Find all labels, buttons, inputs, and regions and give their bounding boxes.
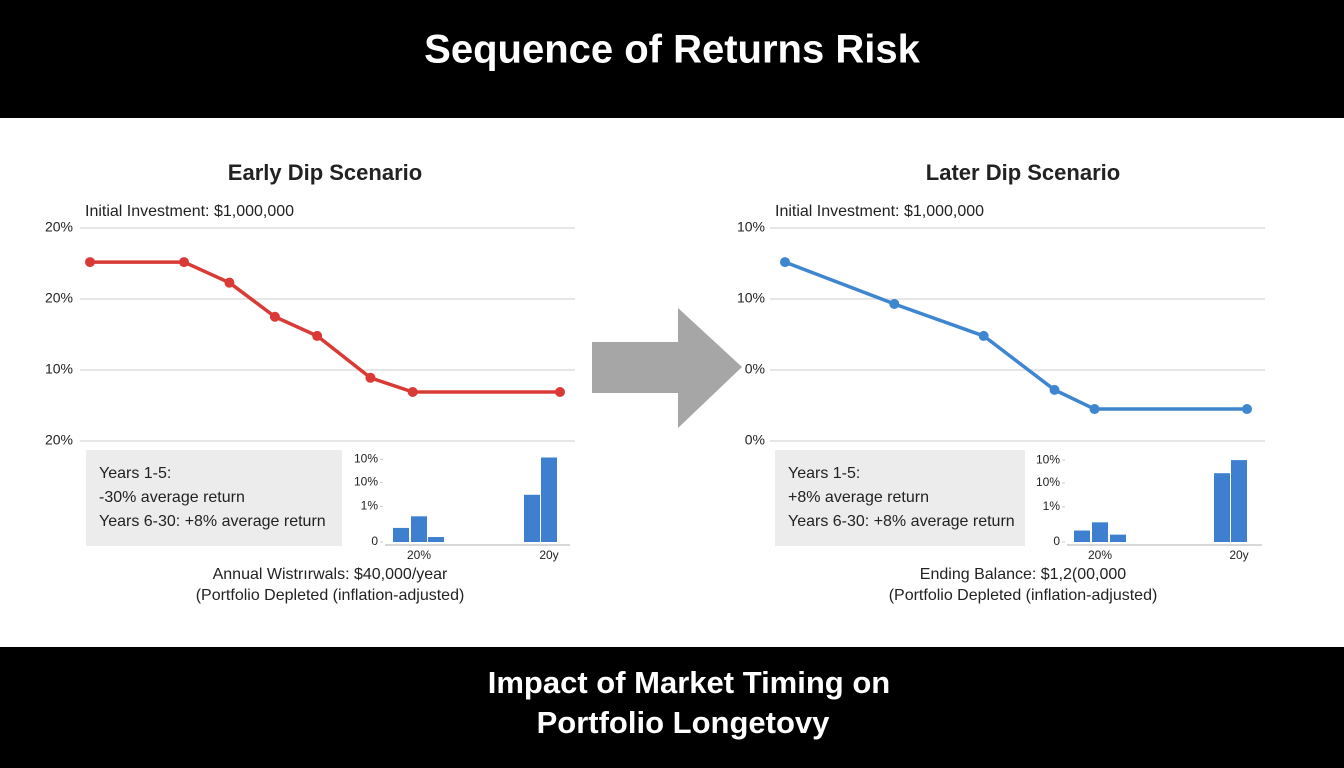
chart-subtitle: Initial Investment: $1,000,000 [775,203,984,220]
point [224,277,235,288]
y-tick-label: 20% [45,290,73,306]
bar [1110,534,1126,542]
note-text: Years 6-30: +8% average return [99,513,326,530]
point [1089,404,1100,415]
point [85,257,95,268]
footer-title: Portfolio Longetovy [537,705,831,740]
point [179,257,189,268]
note-box [86,450,342,546]
y-tick-label: 0 [371,534,378,548]
y-tick-label: 10% [45,361,73,377]
bar [524,494,540,542]
chart-title: Later Dip Scenario [926,160,1120,185]
page-title: Sequence of Returns Risk [424,28,920,72]
y-tick-label: 20% [45,219,73,235]
caption: Annual Wistrırwals: $40,000/year [213,566,448,583]
caption: (Portfolio Depleted (inflation-adjusted) [196,587,465,604]
y-tick-label: 10% [354,475,378,489]
point [1049,384,1060,395]
y-tick-label: 0% [745,432,765,448]
point [555,387,565,398]
caption: (Portfolio Depleted (inflation-adjusted) [889,587,1158,604]
x-tick-label: 20% [407,548,431,562]
x-tick-label: 20% [1088,548,1112,562]
header-band [0,0,1344,118]
note-box [775,450,1025,546]
bar [411,516,427,542]
bar [1214,473,1230,542]
point [1242,404,1252,415]
line [90,260,560,394]
arrow [592,308,742,428]
point [365,372,376,383]
y-tick-label: 0 [1053,534,1060,548]
footer-title: Impact of Market Timing on [488,665,890,700]
bar [393,527,409,542]
footer-band [0,647,1344,768]
chart-title: Early Dip Scenario [228,160,422,185]
note-text: Years 6-30: +8% average return [788,513,1015,530]
point [889,298,900,309]
y-tick-label: 10% [737,290,765,306]
caption: Ending Balance: $1,2(00,000 [920,566,1126,583]
y-tick-label: 10% [1036,475,1060,489]
bar [541,457,557,542]
y-tick-label: 20% [45,432,73,448]
y-tick-label: 1% [361,499,379,513]
point [269,311,280,322]
point [978,330,989,341]
y-tick-label: 10% [1036,452,1060,466]
point [407,387,418,398]
bar [428,537,444,542]
y-tick-label: 10% [354,451,378,465]
note-text: +8% average return [788,489,929,506]
bar [1074,530,1090,542]
bar [1092,522,1108,542]
note-text: Years 1-5: [788,465,860,482]
y-tick-label: 0% [745,361,765,377]
x-tick-label: 20y [539,548,558,562]
point [312,330,323,341]
note-text: -30% average return [99,489,245,506]
point [780,257,790,268]
note-text: Years 1-5: [99,465,171,482]
bar [1231,460,1247,542]
y-tick-label: 10% [737,219,765,235]
y-tick-label: 1% [1043,499,1061,513]
line [784,260,1247,411]
chart-subtitle: Initial Investment: $1,000,000 [85,203,294,220]
x-tick-label: 20y [1229,548,1248,562]
